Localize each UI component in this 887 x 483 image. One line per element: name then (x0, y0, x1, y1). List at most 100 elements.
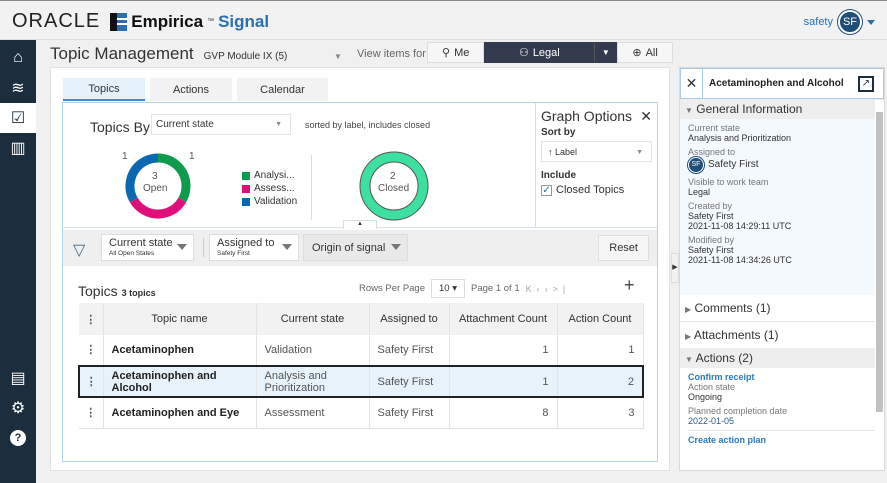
page-indicator: Page 1 of 1 (471, 283, 520, 294)
row-menu-icon[interactable]: ⋮ (78, 365, 104, 398)
column-header[interactable]: Assigned to (369, 303, 450, 335)
group-by-value: Current state (156, 119, 214, 130)
chart-legend: Analysi... Assess... Validation (242, 169, 297, 208)
open-donut-chart[interactable] (122, 150, 194, 222)
table-row[interactable]: ⋮ Acetaminophen and Eye Assessment Safet… (79, 397, 644, 429)
trademark: ™ (207, 18, 215, 25)
topics-count: 3 topics (121, 288, 156, 298)
assigned-to-filter[interactable]: Assigned to Safety First (209, 234, 299, 261)
settings-icon[interactable]: ⚙ (10, 400, 26, 417)
closed-topics-checkbox[interactable]: ✓ Closed Topics (541, 184, 652, 196)
legal-dropdown-button[interactable]: ▼ (594, 42, 618, 63)
chevron-down-icon: ▼ (636, 149, 643, 156)
tab-bar: Topics Actions Calendar (63, 78, 328, 101)
close-icon[interactable]: ✕ (681, 69, 703, 98)
reset-button[interactable]: Reset (598, 235, 649, 261)
field-label: Created by (688, 201, 733, 211)
messages-icon[interactable]: ▤ (10, 370, 26, 387)
filter-bar: ▽ Current state All Open States Assigned … (63, 230, 657, 266)
closed-donut-chart[interactable] (359, 151, 429, 221)
add-topic-button[interactable]: + (624, 275, 635, 295)
general-info-section[interactable]: ▼ General Information (680, 99, 884, 119)
comments-section[interactable]: ▶ Comments (1) (680, 295, 884, 322)
detail-title: Acetaminophen and Alcohol (709, 78, 844, 89)
sort-description: sorted by label, includes closed (305, 120, 431, 130)
signals-icon[interactable]: ≋ (11, 80, 25, 97)
chevron-down-icon (867, 19, 875, 25)
column-header[interactable]: Topic name (103, 303, 257, 335)
close-icon[interactable]: ✕ (640, 108, 652, 124)
checkmark-icon: ✓ (541, 184, 552, 196)
view-me-label: Me (454, 46, 470, 59)
analytics-icon[interactable]: ▥ (10, 140, 26, 157)
action-link[interactable]: Confirm receipt (688, 372, 755, 382)
table-row[interactable]: ⋮ Acetaminophen and Alcohol Analysis and… (78, 365, 644, 398)
module-selector[interactable]: GVP Module IX (5) (203, 51, 288, 62)
open-external-icon[interactable]: ↗ (858, 75, 874, 92)
filter-icon[interactable]: ▽ (73, 242, 86, 259)
topic-name[interactable]: Acetaminophen and Alcohol (103, 365, 257, 398)
view-for-label: View items for (357, 48, 426, 60)
filter-value: Safety First (217, 250, 250, 257)
view-all-button[interactable]: ⊕ All (617, 42, 673, 63)
page-nav[interactable]: K‹›>| (525, 283, 571, 294)
attachments-section[interactable]: ▶ Attachments (1) (680, 322, 884, 348)
action-link[interactable]: Create action plan (688, 430, 876, 445)
page-header: Topic Management GVP Module IX (5) (50, 44, 287, 64)
person-icon: ⚲ (442, 47, 451, 59)
current-state-filter[interactable]: Current state All Open States (101, 234, 194, 261)
home-icon[interactable]: ⌂ (13, 49, 23, 66)
view-toggle: ⚲ Me ⚇ Legal ▼ ⊕ All (427, 42, 673, 63)
section-label: General Information (696, 102, 803, 116)
user-menu[interactable]: safety SF (804, 10, 875, 34)
chevron-down-icon (391, 244, 401, 250)
row-menu-icon[interactable]: ⋮ (79, 397, 104, 429)
column-header[interactable]: Current state (256, 303, 370, 335)
legend-item[interactable]: Validation (242, 195, 297, 208)
action-count: 2 (557, 365, 644, 398)
collapse-chart-button[interactable]: ▲ (343, 220, 377, 229)
sort-by-select[interactable]: ↑ Label ▼ (541, 141, 652, 162)
column-header[interactable]: Attachment Count (449, 303, 558, 335)
view-legal-button[interactable]: ⚇ Legal (484, 42, 595, 63)
column-menu-icon[interactable]: ⋮ (79, 303, 104, 335)
rows-per-page-select[interactable]: 10 ▾ (431, 279, 466, 298)
table-row[interactable]: ⋮ Acetaminophen Validation Safety First … (79, 335, 644, 367)
signal-label: Signal (218, 11, 270, 31)
field-value: Analysis and Prioritization (688, 133, 792, 143)
legend-item[interactable]: Assess... (242, 182, 297, 195)
legend-item[interactable]: Analysi... (242, 169, 297, 182)
topics-icon[interactable]: ☑ (0, 103, 36, 133)
panel-toggle-handle[interactable]: ▶ (671, 253, 679, 283)
field-value: Safety First (688, 211, 734, 221)
origin-filter[interactable]: Origin of signal (303, 234, 408, 261)
topic-name[interactable]: Acetaminophen and Eye (103, 397, 257, 429)
analysis-count: 1 (189, 151, 195, 162)
open-count: 3 (152, 171, 158, 182)
assigned-to: Safety First (369, 365, 450, 398)
tab-calendar[interactable]: Calendar (237, 78, 328, 101)
topics-heading: Topics (78, 283, 118, 299)
legend-swatch (242, 197, 250, 206)
graph-options: Graph Options ✕ Sort by ↑ Label ▼ Include … (535, 103, 657, 228)
field-label: Visible to work team (688, 177, 769, 187)
scrollbar-thumb[interactable] (876, 112, 883, 412)
detail-header: ✕ Acetaminophen and Alcohol ↗ (680, 68, 884, 99)
tab-topics[interactable]: Topics (63, 78, 145, 101)
app-logo: ORACLE Empirica ™ Signal (12, 10, 269, 33)
chart-area: Topics By Current state ▼ sorted by label… (63, 103, 657, 229)
attachment-count: 1 (449, 335, 558, 367)
help-icon[interactable]: ? (0, 423, 36, 453)
row-menu-icon[interactable]: ⋮ (79, 335, 104, 367)
tab-actions[interactable]: Actions (150, 78, 232, 101)
field-value: 2021-11-08 14:34:26 UTC (688, 255, 792, 265)
topic-name[interactable]: Acetaminophen (103, 335, 257, 367)
module-chevron-icon[interactable]: ▼ (334, 52, 342, 61)
graph-options-title: Graph Options (541, 108, 633, 124)
column-header[interactable]: Action Count (557, 303, 644, 335)
empirica-label: Empirica (131, 11, 204, 31)
pagination: Rows Per Page 10 ▾ Page 1 of 1 K‹›>| (359, 279, 570, 298)
view-me-button[interactable]: ⚲ Me (427, 42, 485, 63)
actions-section[interactable]: ▼ Actions (2) (680, 348, 884, 368)
group-by-select[interactable]: Current state ▼ (151, 114, 291, 135)
